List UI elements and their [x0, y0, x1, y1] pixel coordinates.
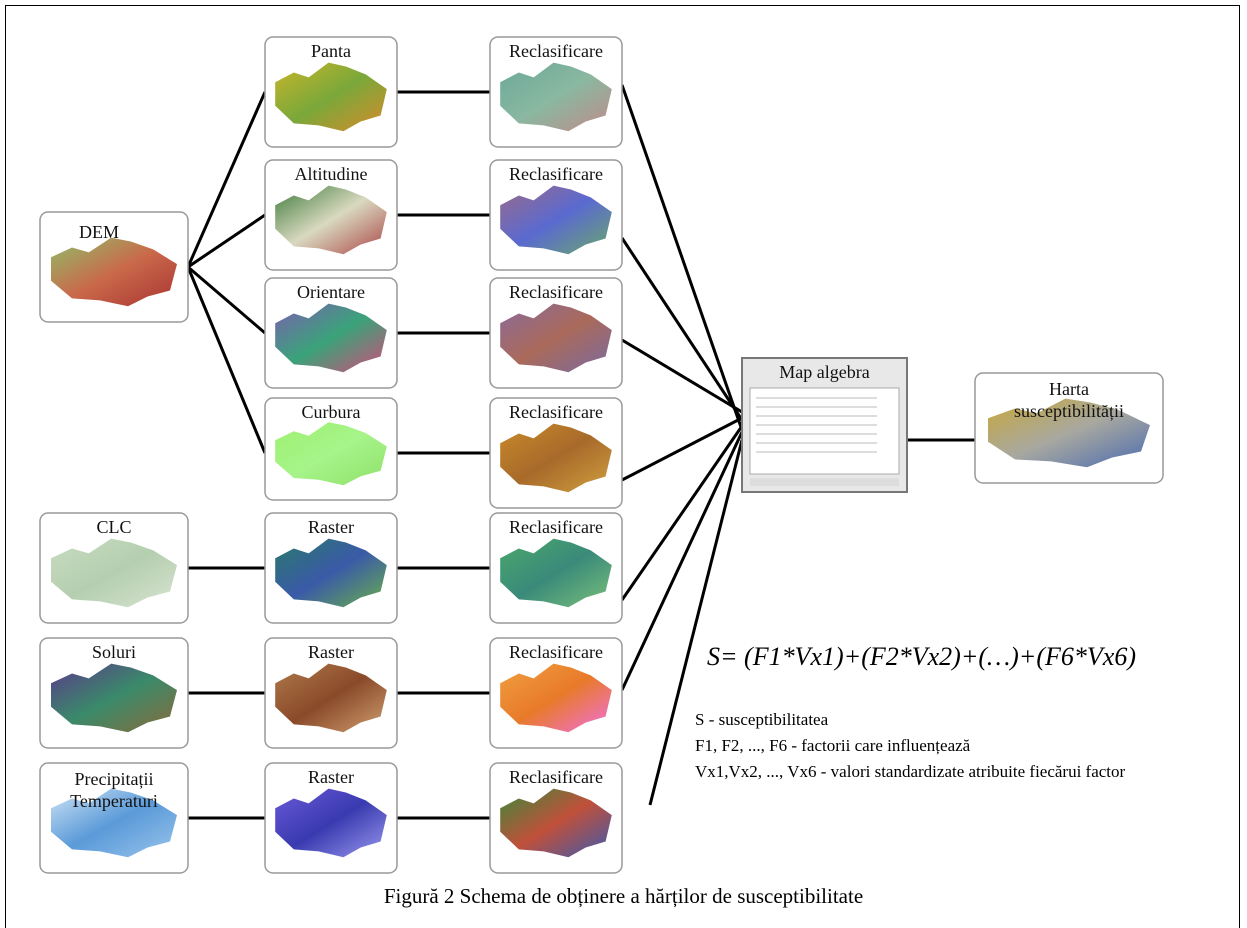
node: Raster	[265, 513, 397, 623]
node-label: Reclasificare	[509, 282, 603, 302]
node-label: DEM	[79, 222, 119, 242]
node-label: Reclasificare	[509, 402, 603, 422]
node: Reclasificare	[490, 37, 622, 147]
node-label: Raster	[308, 767, 354, 787]
page: DEM Panta Altitudine Orientare Curbura CLC Sol…	[0, 0, 1247, 928]
caption: Figură 2 Schema de obținere a hărților d…	[0, 884, 1247, 909]
node-label: Temperaturi	[70, 791, 158, 811]
node-label: Raster	[308, 517, 354, 537]
node-label: Altitudine	[295, 164, 368, 184]
window-footer	[750, 478, 899, 486]
node: Reclasificare	[490, 160, 622, 270]
node: Reclasificare	[490, 278, 622, 388]
connector	[188, 267, 265, 453]
node-label: Precipitații	[75, 769, 154, 789]
node: Map algebra	[742, 358, 907, 492]
node: Curbura	[265, 398, 397, 500]
connector	[622, 238, 742, 420]
legend: S - susceptibilitatea F1, F2, ..., F6 - …	[695, 707, 1235, 785]
node-label: CLC	[96, 517, 131, 537]
node: Orientare	[265, 278, 397, 388]
node-label: Reclasificare	[509, 41, 603, 61]
connector	[188, 267, 265, 333]
window-panel	[750, 388, 899, 474]
legend-item: Vx1,Vx2, ..., Vx6 - valori standardizate…	[695, 759, 1235, 785]
node-label: Soluri	[92, 642, 136, 662]
node-label: Reclasificare	[509, 164, 603, 184]
node-label: Panta	[311, 41, 351, 61]
node: Panta	[265, 37, 397, 147]
node: Soluri	[40, 638, 188, 748]
node-label: Map algebra	[779, 362, 869, 382]
node-label: Harta	[1049, 379, 1089, 399]
node-label: Raster	[308, 642, 354, 662]
legend-item: F1, F2, ..., F6 - factorii care influenț…	[695, 733, 1235, 759]
diagram: DEM Panta Altitudine Orientare Curbura CLC Sol…	[0, 0, 1247, 928]
node: Raster	[265, 763, 397, 873]
node-label: Reclasificare	[509, 642, 603, 662]
node-label: Reclasificare	[509, 767, 603, 787]
formula: S= (F1*Vx1)+(F2*Vx2)+(…)+(F6*Vx6)	[707, 642, 1136, 672]
node: Altitudine	[265, 160, 397, 270]
connector	[622, 85, 742, 430]
node: Raster	[265, 638, 397, 748]
node-label: Reclasificare	[509, 517, 603, 537]
node-label: Curbura	[302, 402, 361, 422]
node: Reclasificare	[490, 638, 622, 748]
node: CLC	[40, 513, 188, 623]
node-label: susceptibilității	[1014, 401, 1124, 421]
node: Reclasificare	[490, 763, 622, 873]
node-label: Orientare	[297, 282, 365, 302]
legend-item: S - susceptibilitatea	[695, 707, 1235, 733]
node: DEM	[40, 212, 188, 322]
node: Reclasificare	[490, 513, 622, 623]
node: Reclasificare	[490, 398, 622, 508]
